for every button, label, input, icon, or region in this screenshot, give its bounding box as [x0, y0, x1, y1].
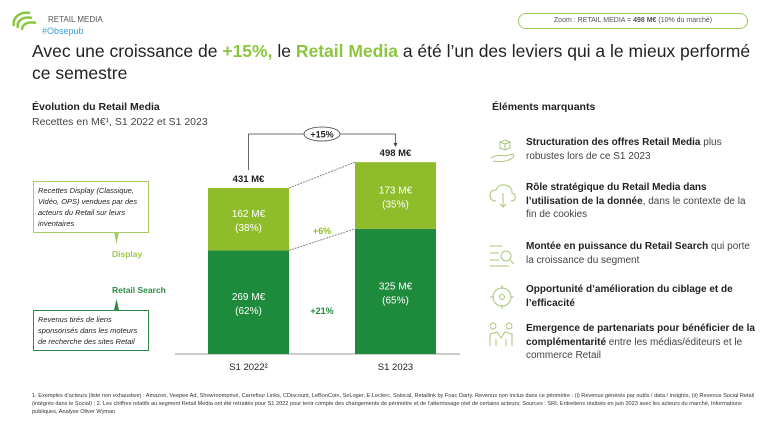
highlight-bold: Structuration des offres Retail Media	[526, 137, 701, 148]
search-label: Retail Search	[112, 285, 166, 295]
title-text: le	[272, 41, 296, 61]
total-label: 431 M€	[233, 174, 265, 185]
bar-value-label: 162 M€	[232, 209, 266, 220]
bar-value-label: 269 M€	[232, 292, 266, 303]
search-growth-label: +21%	[310, 306, 333, 316]
title-text: Avec une croissance de	[32, 41, 223, 61]
x-tick-label: S1 2023	[378, 362, 413, 373]
display-label: Display	[112, 249, 143, 259]
bar-value-label: 173 M€	[379, 186, 413, 197]
chart-subtitle: Recettes en M€¹, S1 2022 et S1 2023	[32, 116, 208, 128]
bar-share-label: (65%)	[382, 295, 409, 306]
bar-share-label: (38%)	[235, 223, 262, 234]
highlight-item: Rôle stratégique du Retail Media dans l’…	[526, 181, 756, 222]
highlight-bold: Opportunité d’amélioration du ciblage et…	[526, 284, 733, 309]
highlight-item: Emergence de partenariats pour bénéficie…	[526, 322, 756, 363]
highlights-title: Éléments marquants	[492, 101, 596, 113]
search-note-arrow	[114, 299, 119, 310]
connector-line	[288, 161, 356, 189]
bar-segment	[355, 162, 436, 229]
connector-line	[288, 228, 356, 251]
partners-icon	[489, 322, 513, 346]
highlight-bold: Emergence de partenariats pour bénéficie…	[526, 323, 755, 348]
search-note: Revenus tirés de liens sponsorisés dans …	[33, 310, 149, 351]
footnote: 1. Exemples d’acteurs (liste non exhaust…	[32, 393, 755, 415]
bar-segment	[208, 188, 289, 251]
display-note: Recettes Display (Classique, Vidéo, OPS)…	[33, 181, 149, 233]
display-growth-label: +6%	[313, 226, 331, 236]
highlight-text: plus robustes lors de ce S1 2023	[526, 137, 722, 162]
hashtag: #Obsepub	[42, 26, 84, 36]
zoom-prefix: Zoom : RETAIL MEDIA =	[553, 17, 634, 24]
highlight-text: , dans le contexte de la fin de cookies	[526, 195, 746, 221]
highlight-item: Opportunité d’amélioration du ciblage et…	[526, 283, 756, 310]
logo-text: RETAIL MEDIA	[48, 15, 103, 24]
title-text: a été l’un des leviers qui a le mieux pe…	[32, 41, 751, 83]
hand-box-icon	[490, 139, 515, 163]
chart-title: Évolution du Retail Media	[32, 101, 160, 113]
bar-segment	[355, 228, 436, 354]
highlight-item: Structuration des offres Retail Media pl…	[526, 136, 756, 163]
x-tick-label: S1 2022²	[229, 362, 268, 373]
highlight-item: Montée en puissance du Retail Search qui…	[526, 240, 756, 267]
zoom-value: 498 M€	[633, 17, 657, 24]
arrowhead	[393, 143, 398, 147]
bar-value-label: 325 M€	[379, 281, 413, 292]
search-list-icon	[490, 245, 515, 267]
bar-segment	[208, 250, 289, 354]
title-highlight: Retail Media	[295, 41, 398, 61]
bar-share-label: (62%)	[235, 306, 262, 317]
highlight-text: qui porte la croissance du segment	[526, 241, 750, 266]
highlight-text: entre les médias/éditeurs et le commerce…	[526, 336, 743, 362]
zoom-badge: Zoom : RETAIL MEDIA = 498 M€ (10% du mar…	[518, 13, 748, 29]
total-growth-label: +15%	[310, 130, 333, 140]
display-note-arrow	[114, 232, 119, 244]
highlight-bold: Montée en puissance du Retail Search	[526, 241, 709, 252]
page-title: Avec une croissance de +15%, le Retail M…	[32, 40, 752, 84]
logo-icon	[12, 11, 37, 31]
zoom-suffix: (10% du marché)	[656, 17, 713, 24]
target-icon	[490, 285, 514, 309]
bar-share-label: (35%)	[382, 200, 409, 211]
highlight-bold: Rôle stratégique du Retail Media dans l’…	[526, 182, 707, 207]
growth-badge	[303, 126, 341, 142]
title-highlight: +15%,	[222, 41, 273, 61]
total-label: 498 M€	[380, 148, 412, 159]
cloud-download-icon	[489, 184, 516, 208]
